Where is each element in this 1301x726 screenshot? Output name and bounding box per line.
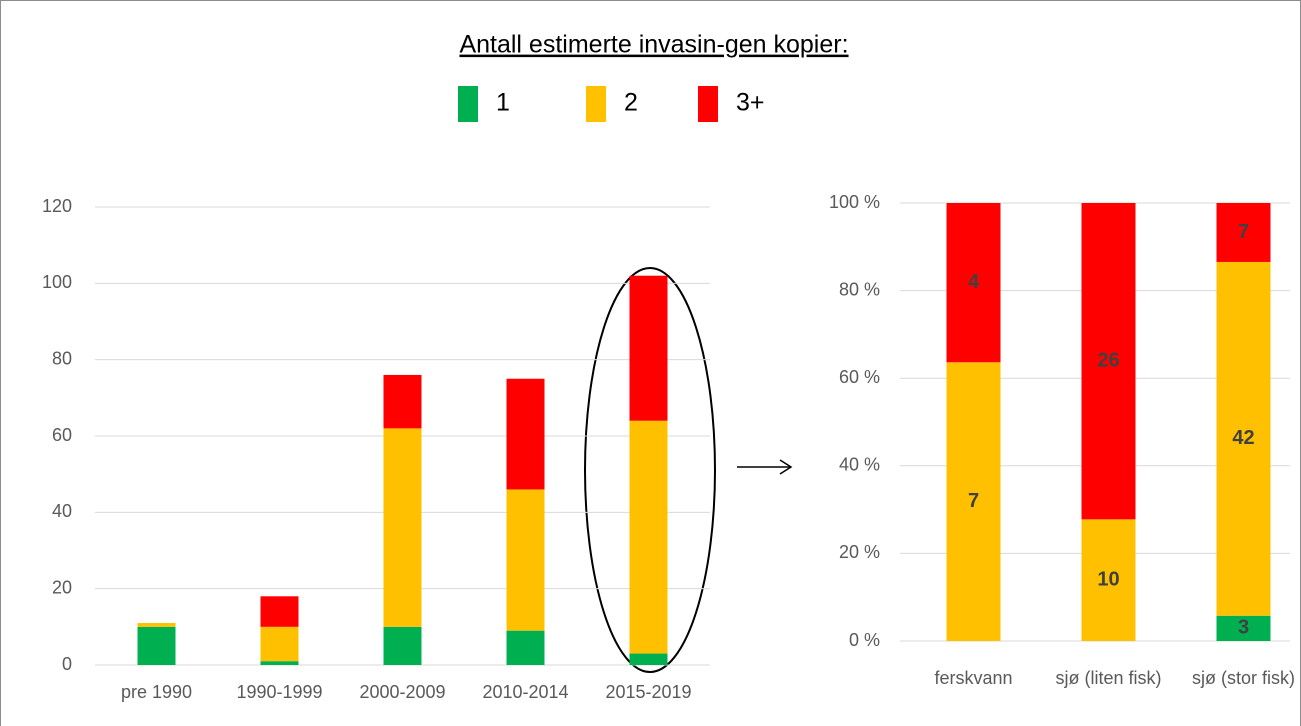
x-tick-label: ferskvann bbox=[934, 668, 1013, 688]
y-tick-label: 80 bbox=[52, 348, 72, 368]
bar-segment bbox=[260, 596, 299, 627]
bar-segment bbox=[506, 489, 545, 631]
y-tick-label: 100 % bbox=[829, 192, 880, 212]
data-label: 7 bbox=[968, 490, 979, 512]
data-label: 3 bbox=[1238, 617, 1249, 639]
bar-segment bbox=[260, 661, 299, 665]
x-tick-label: 2015-2019 bbox=[605, 682, 691, 702]
bar-segment bbox=[629, 275, 668, 421]
bar-segment bbox=[1216, 203, 1271, 262]
bar-segment bbox=[629, 420, 668, 654]
y-tick-label: 60 bbox=[52, 425, 72, 445]
y-tick-label: 100 bbox=[42, 272, 72, 292]
y-tick-label: 0 bbox=[62, 654, 72, 674]
bar-segment bbox=[506, 630, 545, 665]
data-label: 10 bbox=[1097, 568, 1119, 590]
y-tick-label: 80 % bbox=[839, 279, 880, 299]
highlight-ellipse bbox=[584, 267, 716, 673]
arrow-head bbox=[779, 459, 793, 475]
legend-title: Antall estimerte invasin-gen kopier: bbox=[459, 31, 848, 59]
x-tick-label: sjø (stor fisk) bbox=[1192, 668, 1295, 688]
y-tick-label: 120 bbox=[42, 196, 72, 216]
x-tick-label: sjø (liten fisk) bbox=[1055, 668, 1162, 688]
bar-segment bbox=[383, 626, 422, 665]
bar-segment bbox=[1081, 519, 1136, 641]
data-label: 26 bbox=[1097, 349, 1119, 371]
legend-label: 2 bbox=[624, 89, 638, 117]
bar-segment bbox=[383, 374, 422, 429]
y-tick-label: 0 % bbox=[849, 630, 880, 650]
bar-segment bbox=[506, 378, 545, 490]
x-tick-label: 1990-1999 bbox=[236, 682, 322, 702]
data-label: 7 bbox=[1238, 221, 1249, 243]
bar-segment bbox=[1081, 203, 1136, 520]
x-tick-label: 2010-2014 bbox=[482, 682, 568, 702]
bar-segment bbox=[629, 653, 668, 665]
x-tick-label: pre 1990 bbox=[121, 682, 192, 702]
data-label: 4 bbox=[968, 271, 980, 293]
bar-segment bbox=[137, 626, 176, 665]
bar-segment bbox=[1216, 615, 1271, 641]
legend-label: 1 bbox=[496, 89, 510, 117]
bar-segment bbox=[946, 203, 1001, 363]
bar-segment bbox=[383, 428, 422, 627]
y-tick-label: 40 bbox=[52, 501, 72, 521]
bar-segment bbox=[946, 362, 1001, 641]
data-label: 42 bbox=[1232, 427, 1254, 449]
bar-segment bbox=[1216, 261, 1271, 616]
y-tick-label: 20 bbox=[52, 577, 72, 597]
legend-swatch bbox=[698, 86, 718, 122]
y-tick-label: 20 % bbox=[839, 542, 880, 562]
x-tick-label: 2000-2009 bbox=[359, 682, 445, 702]
bar-segment bbox=[137, 623, 176, 627]
y-tick-label: 40 % bbox=[839, 455, 880, 475]
legend-swatch bbox=[458, 86, 478, 122]
legend-label: 3+ bbox=[736, 89, 765, 117]
y-tick-label: 60 % bbox=[839, 367, 880, 387]
bar-segment bbox=[260, 626, 299, 662]
legend-swatch bbox=[586, 86, 606, 122]
